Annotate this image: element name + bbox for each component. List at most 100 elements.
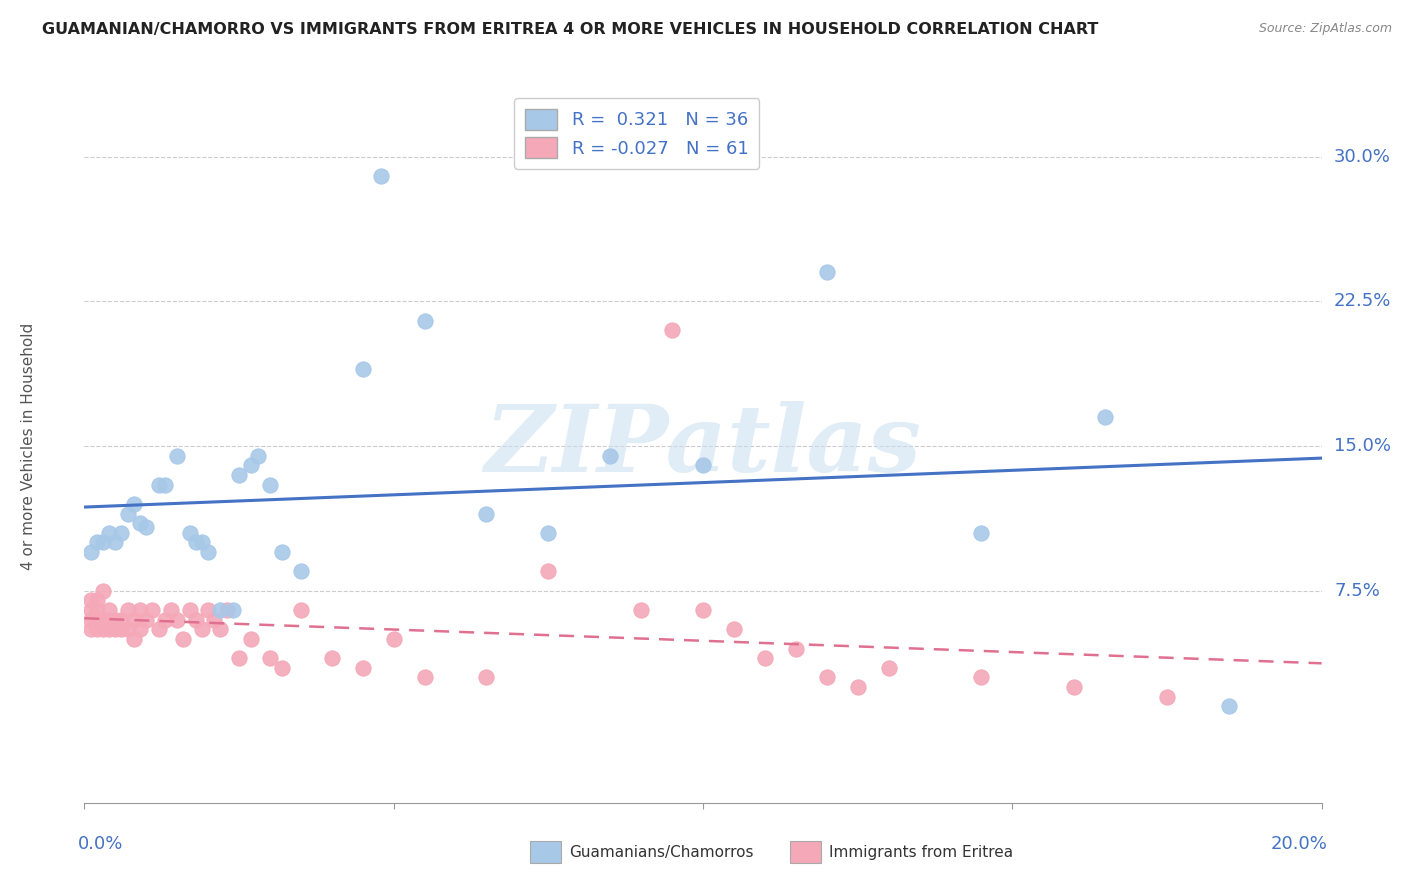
Point	[815, 670, 838, 684]
Point	[352, 661, 374, 675]
Point	[141, 603, 163, 617]
Point	[117, 507, 139, 521]
Point	[104, 622, 127, 636]
Point	[290, 603, 312, 617]
Point	[172, 632, 194, 646]
Point	[91, 622, 114, 636]
Legend: R =  0.321   N = 36, R = -0.027   N = 61: R = 0.321 N = 36, R = -0.027 N = 61	[515, 98, 759, 169]
Point	[104, 613, 127, 627]
Point	[754, 651, 776, 665]
Point	[290, 565, 312, 579]
Point	[228, 467, 250, 482]
Point	[661, 323, 683, 337]
Point	[382, 632, 405, 646]
Point	[110, 613, 132, 627]
Text: 0.0%: 0.0%	[79, 835, 124, 853]
Point	[86, 593, 108, 607]
Point	[153, 613, 176, 627]
Point	[135, 613, 157, 627]
Point	[79, 545, 101, 559]
Point	[692, 458, 714, 473]
Point	[475, 507, 498, 521]
Point	[846, 680, 869, 694]
Point	[228, 651, 250, 665]
Point	[166, 613, 188, 627]
Point	[179, 525, 201, 540]
Text: GUAMANIAN/CHAMORRO VS IMMIGRANTS FROM ERITREA 4 OR MORE VEHICLES IN HOUSEHOLD CO: GUAMANIAN/CHAMORRO VS IMMIGRANTS FROM ER…	[42, 22, 1098, 37]
Point	[240, 632, 263, 646]
Point	[79, 593, 101, 607]
Text: ZIPatlas: ZIPatlas	[485, 401, 921, 491]
Point	[117, 603, 139, 617]
Point	[630, 603, 652, 617]
Point	[970, 670, 993, 684]
Point	[197, 545, 219, 559]
Point	[129, 622, 152, 636]
Point	[1063, 680, 1085, 694]
Point	[117, 622, 139, 636]
Point	[86, 603, 108, 617]
Point	[191, 622, 214, 636]
Point	[79, 603, 101, 617]
Text: Guamanians/Chamorros: Guamanians/Chamorros	[569, 845, 754, 860]
Point	[259, 477, 281, 491]
Point	[98, 525, 121, 540]
Text: Source: ZipAtlas.com: Source: ZipAtlas.com	[1258, 22, 1392, 36]
Point	[91, 613, 114, 627]
Point	[785, 641, 807, 656]
Point	[110, 525, 132, 540]
Point	[202, 613, 225, 627]
Point	[352, 362, 374, 376]
Point	[413, 670, 436, 684]
Point	[184, 613, 207, 627]
Point	[222, 603, 245, 617]
Point	[148, 622, 170, 636]
Text: 7.5%: 7.5%	[1334, 582, 1379, 599]
Point	[1218, 699, 1240, 714]
Point	[98, 613, 121, 627]
Point	[110, 622, 132, 636]
Point	[86, 535, 108, 549]
Point	[215, 603, 238, 617]
Point	[321, 651, 343, 665]
Point	[79, 622, 101, 636]
Point	[148, 477, 170, 491]
Point	[723, 622, 745, 636]
Point	[122, 613, 145, 627]
Point	[86, 613, 108, 627]
Point	[475, 670, 498, 684]
Point	[184, 535, 207, 549]
Point	[104, 535, 127, 549]
Point	[271, 661, 294, 675]
Point	[166, 449, 188, 463]
Point	[86, 622, 108, 636]
Point	[246, 449, 269, 463]
Point	[1094, 410, 1116, 425]
Point	[179, 603, 201, 617]
Point	[877, 661, 900, 675]
Point	[599, 449, 621, 463]
Point	[1156, 690, 1178, 704]
Point	[98, 603, 121, 617]
Point	[271, 545, 294, 559]
Point	[160, 603, 183, 617]
Point	[91, 535, 114, 549]
Point	[122, 632, 145, 646]
Point	[129, 516, 152, 530]
Text: 15.0%: 15.0%	[1334, 437, 1391, 455]
Point	[692, 603, 714, 617]
Point	[91, 583, 114, 598]
Point	[537, 565, 560, 579]
Point	[370, 169, 392, 183]
Point	[153, 477, 176, 491]
Point	[129, 603, 152, 617]
Text: 22.5%: 22.5%	[1334, 293, 1392, 310]
Bar	[790, 840, 821, 863]
Point	[209, 622, 232, 636]
Point	[209, 603, 232, 617]
Point	[191, 535, 214, 549]
Text: 20.0%: 20.0%	[1271, 835, 1327, 853]
Point	[259, 651, 281, 665]
Bar	[530, 840, 561, 863]
Point	[135, 520, 157, 534]
